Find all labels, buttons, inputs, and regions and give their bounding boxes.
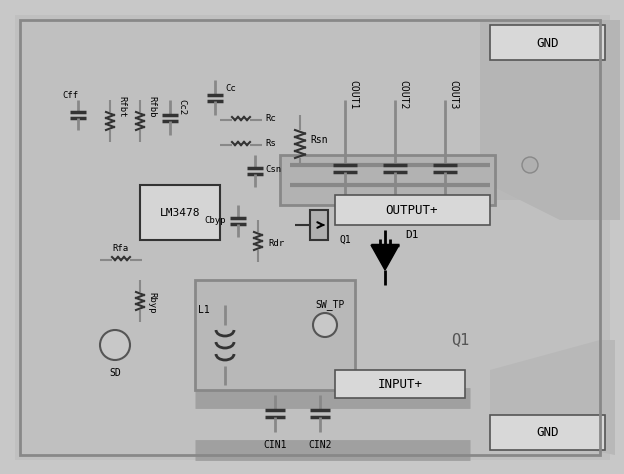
Circle shape xyxy=(313,313,337,337)
Bar xyxy=(280,155,495,205)
Bar xyxy=(335,370,465,398)
Text: SD: SD xyxy=(109,368,121,378)
Text: Rsn: Rsn xyxy=(310,135,328,145)
Text: COUT1: COUT1 xyxy=(348,80,358,109)
Text: Rbyp: Rbyp xyxy=(147,292,157,314)
Text: Csn: Csn xyxy=(265,165,281,174)
Text: COUT3: COUT3 xyxy=(448,80,458,109)
Text: Rfbb: Rfbb xyxy=(147,96,157,118)
Bar xyxy=(140,185,220,240)
Text: Q1: Q1 xyxy=(451,332,469,347)
Circle shape xyxy=(100,330,130,360)
Bar xyxy=(310,210,328,240)
Text: SW_TP: SW_TP xyxy=(315,300,344,310)
Circle shape xyxy=(522,157,538,173)
Polygon shape xyxy=(490,340,615,455)
Bar xyxy=(195,280,355,390)
Text: Rc: Rc xyxy=(265,113,276,122)
Bar xyxy=(490,415,605,450)
Text: Rdr: Rdr xyxy=(268,238,284,247)
Text: Cbyp: Cbyp xyxy=(205,216,226,225)
Text: GND: GND xyxy=(537,36,559,49)
Text: Cff: Cff xyxy=(62,91,78,100)
Text: CIN1: CIN1 xyxy=(263,440,287,450)
Bar xyxy=(490,25,605,60)
Text: Rs: Rs xyxy=(265,138,276,147)
Text: COUT2: COUT2 xyxy=(398,80,408,109)
Text: LM3478: LM3478 xyxy=(160,208,200,218)
Text: Cc: Cc xyxy=(225,83,236,92)
Text: L1: L1 xyxy=(198,305,210,315)
Text: D1: D1 xyxy=(405,230,419,240)
Polygon shape xyxy=(490,115,615,200)
Polygon shape xyxy=(371,245,399,270)
Text: GND: GND xyxy=(537,426,559,438)
Bar xyxy=(335,195,490,225)
Text: CIN2: CIN2 xyxy=(308,440,332,450)
Text: Q1: Q1 xyxy=(340,235,352,245)
Text: Rfbt: Rfbt xyxy=(117,96,127,118)
Text: Rfa: Rfa xyxy=(112,244,128,253)
Text: Cc2: Cc2 xyxy=(177,99,187,115)
Text: OUTPUT+: OUTPUT+ xyxy=(386,203,438,217)
Text: INPUT+: INPUT+ xyxy=(378,377,422,391)
Polygon shape xyxy=(480,20,620,220)
